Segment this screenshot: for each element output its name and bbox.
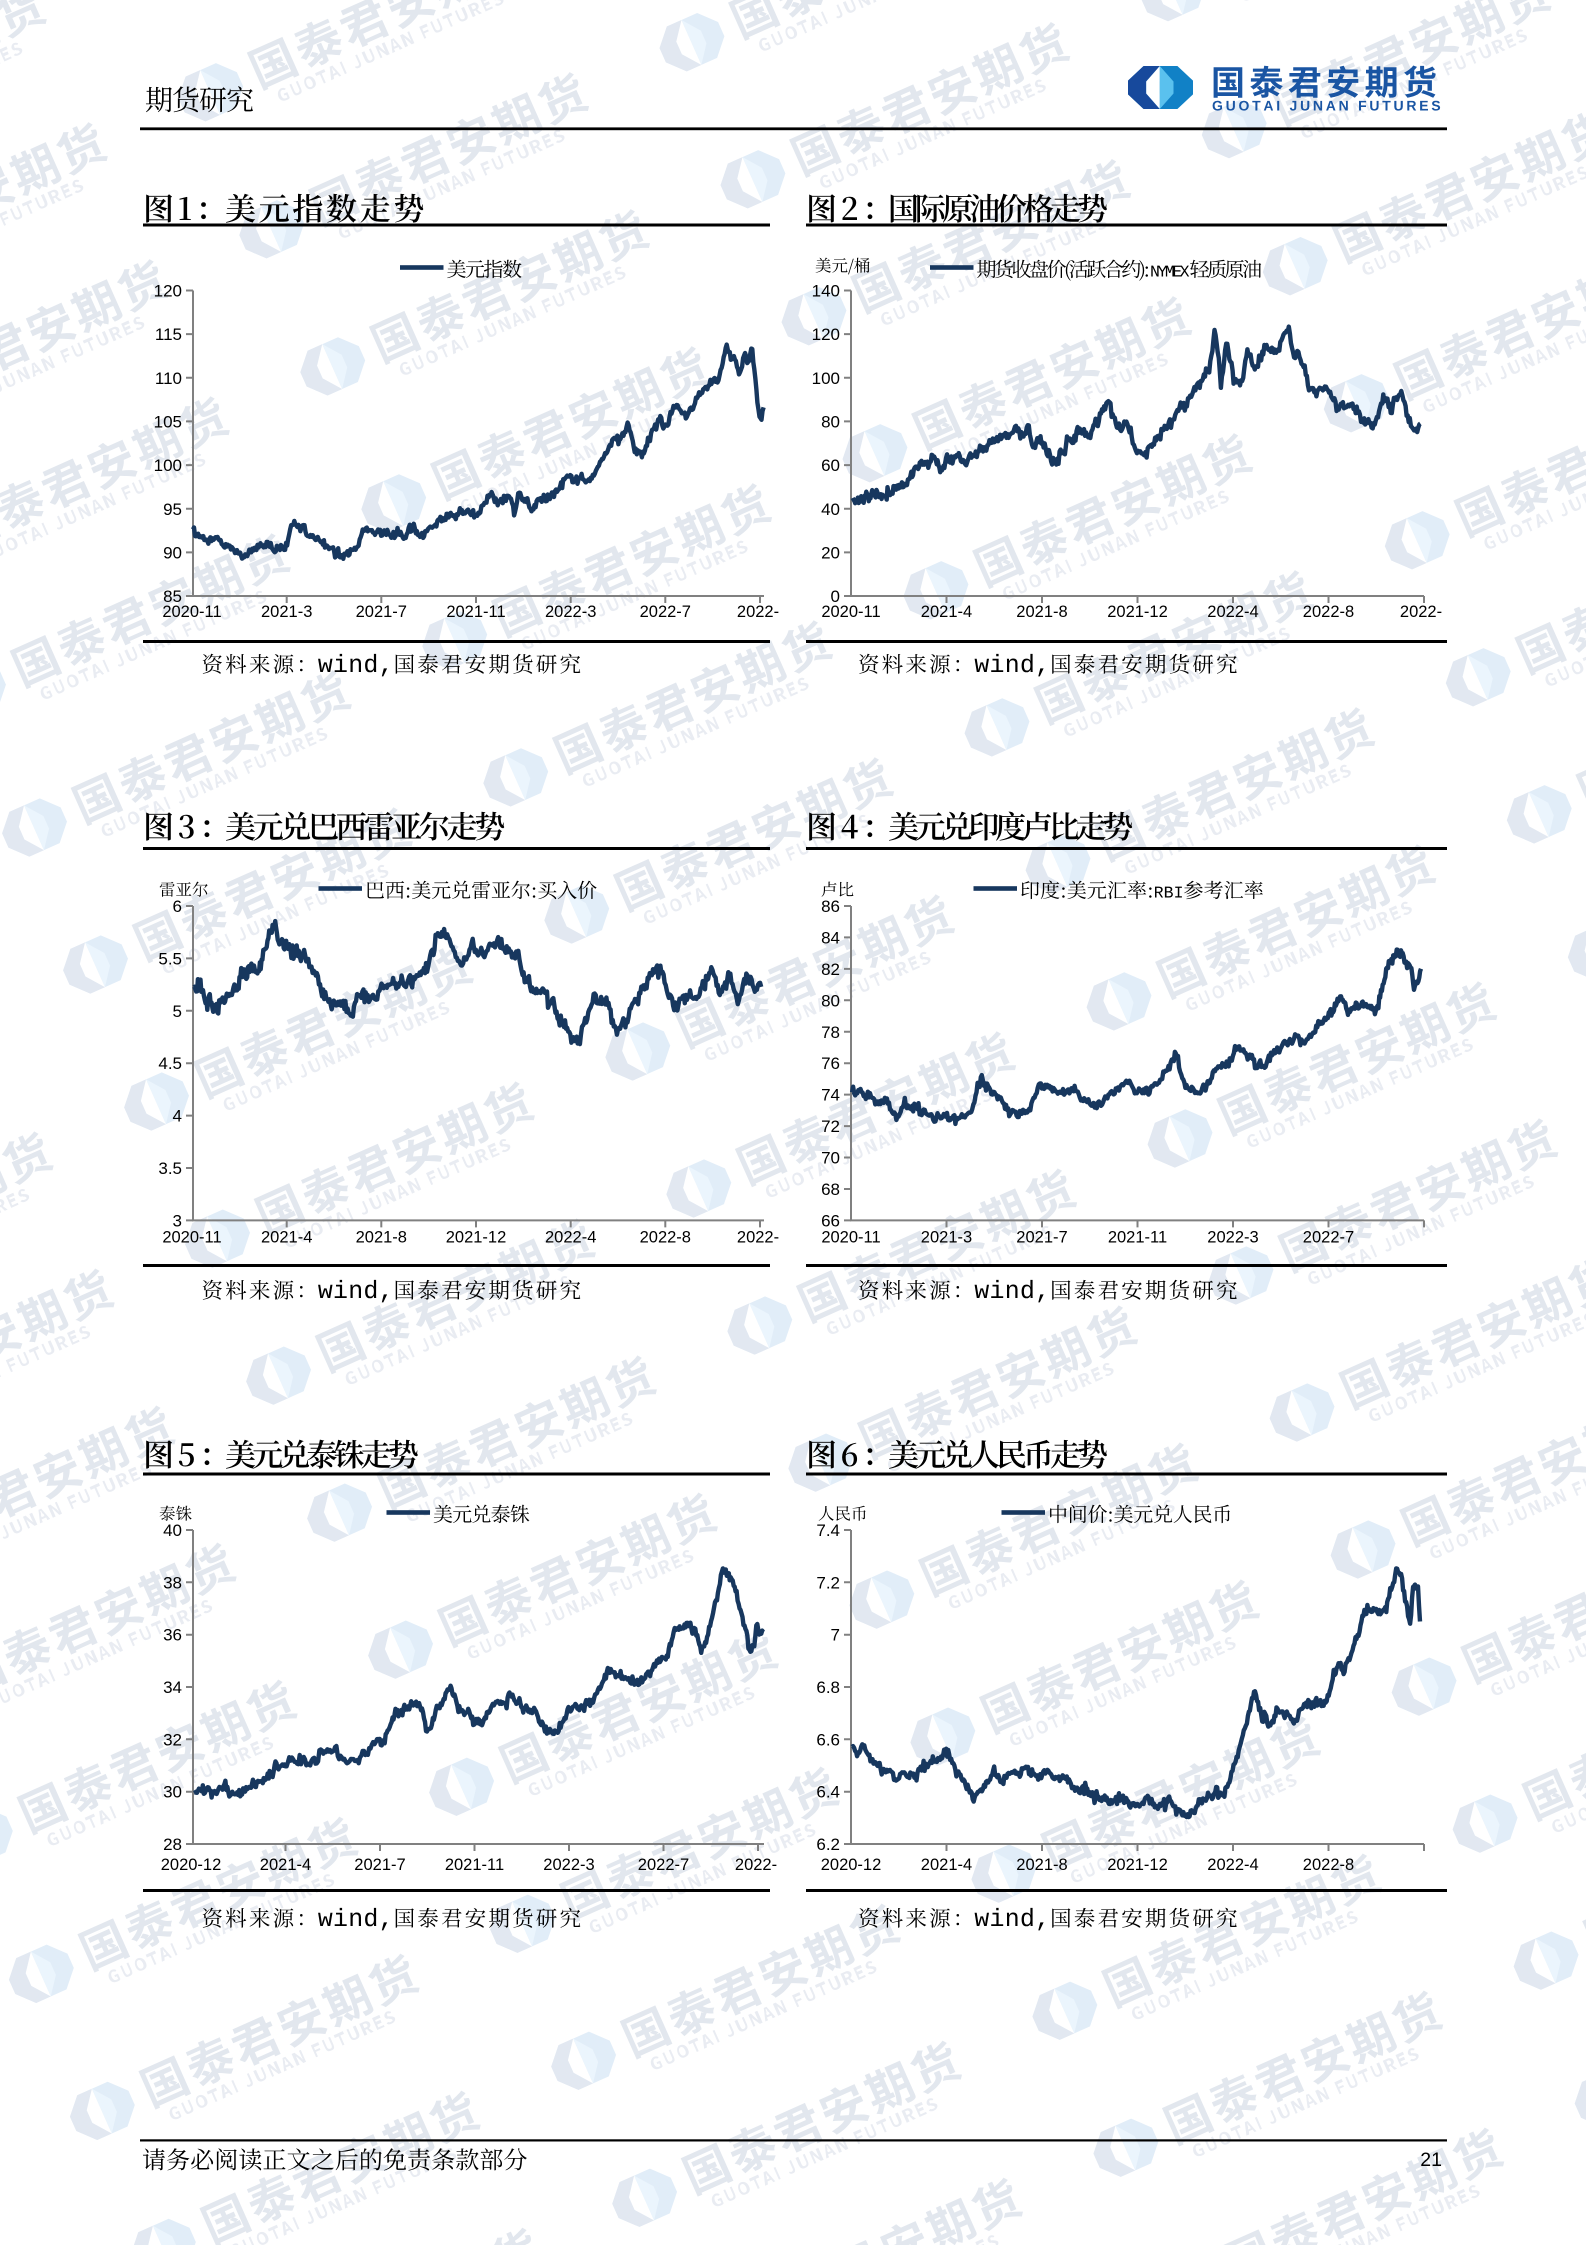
svg-text:2020-11: 2020-11 — [821, 603, 880, 621]
svg-text:2021-4: 2021-4 — [921, 603, 972, 621]
svg-text:2021-4: 2021-4 — [260, 1856, 311, 1874]
svg-text:2021-7: 2021-7 — [354, 1856, 405, 1874]
svg-text:7: 7 — [831, 1626, 840, 1645]
svg-text:6.8: 6.8 — [816, 1678, 840, 1697]
svg-text:2021-8: 2021-8 — [356, 1229, 407, 1247]
svg-text:40: 40 — [163, 1521, 182, 1540]
svg-text:2021-12: 2021-12 — [1107, 603, 1168, 621]
svg-text:72: 72 — [821, 1117, 840, 1136]
svg-text:2021-8: 2021-8 — [1016, 603, 1067, 621]
svg-text:2021-11: 2021-11 — [1108, 1229, 1167, 1247]
svg-text:2022-7: 2022-7 — [638, 1856, 689, 1874]
svg-text:2021-7: 2021-7 — [1016, 1229, 1067, 1247]
svg-text:2022-4: 2022-4 — [1207, 1856, 1258, 1874]
svg-text:2021-3: 2021-3 — [921, 1229, 972, 1247]
svg-text:38: 38 — [163, 1573, 182, 1592]
svg-text:2022-: 2022- — [1400, 603, 1442, 621]
svg-text:32: 32 — [163, 1730, 182, 1749]
svg-text:2022-3: 2022-3 — [543, 1856, 594, 1874]
svg-text:2022-8: 2022-8 — [1303, 1856, 1354, 1874]
svg-text:3.5: 3.5 — [158, 1159, 182, 1178]
svg-text:7.2: 7.2 — [816, 1573, 840, 1592]
svg-text:30: 30 — [163, 1783, 182, 1802]
svg-text:20: 20 — [821, 543, 840, 562]
svg-text:80: 80 — [821, 412, 840, 431]
svg-text:68: 68 — [821, 1180, 840, 1199]
svg-text:80: 80 — [821, 991, 840, 1010]
svg-text:2022-8: 2022-8 — [640, 1229, 691, 1247]
svg-text:85: 85 — [163, 587, 182, 606]
svg-text:2021-8: 2021-8 — [1016, 1856, 1067, 1874]
svg-text:2021-12: 2021-12 — [446, 1229, 507, 1247]
svg-text:110: 110 — [155, 369, 182, 388]
svg-text:115: 115 — [155, 325, 182, 344]
svg-text:2022-3: 2022-3 — [1207, 1229, 1258, 1247]
svg-text:6: 6 — [173, 897, 182, 916]
svg-text:28: 28 — [163, 1835, 182, 1854]
svg-text:2021-4: 2021-4 — [921, 1856, 972, 1874]
svg-text:2022-8: 2022-8 — [1303, 603, 1354, 621]
svg-text:2021-12: 2021-12 — [1107, 1856, 1168, 1874]
svg-text:78: 78 — [821, 1023, 840, 1042]
svg-text:2021-4: 2021-4 — [261, 1229, 312, 1247]
svg-text:84: 84 — [821, 928, 840, 947]
svg-text:2022-3: 2022-3 — [545, 603, 596, 621]
svg-text:82: 82 — [821, 960, 840, 979]
svg-text:76: 76 — [821, 1054, 840, 1073]
svg-text:2020-11: 2020-11 — [162, 603, 221, 621]
svg-text:2022-: 2022- — [737, 603, 779, 621]
svg-text:36: 36 — [163, 1626, 182, 1645]
svg-text:66: 66 — [821, 1211, 840, 1230]
svg-text:120: 120 — [154, 282, 182, 301]
svg-text:2020-12: 2020-12 — [821, 1856, 882, 1874]
svg-text:70: 70 — [821, 1149, 840, 1168]
svg-text:2021-11: 2021-11 — [445, 1856, 504, 1874]
svg-text:6.4: 6.4 — [816, 1783, 840, 1802]
svg-text:86: 86 — [821, 897, 840, 916]
svg-text:2022-4: 2022-4 — [545, 1229, 596, 1247]
svg-text:5: 5 — [173, 1002, 182, 1021]
svg-text:2021-3: 2021-3 — [261, 603, 312, 621]
svg-text:2022-7: 2022-7 — [1303, 1229, 1354, 1247]
svg-text:2022-: 2022- — [735, 1856, 777, 1874]
svg-text:2021-7: 2021-7 — [356, 603, 407, 621]
svg-text:95: 95 — [163, 500, 182, 519]
svg-text:74: 74 — [821, 1086, 840, 1105]
svg-text:2020-11: 2020-11 — [821, 1229, 880, 1247]
svg-text:5.5: 5.5 — [158, 949, 182, 968]
svg-text:6.6: 6.6 — [816, 1730, 840, 1749]
svg-text:4.5: 4.5 — [158, 1054, 182, 1073]
svg-text:40: 40 — [821, 500, 840, 519]
svg-text:2022-: 2022- — [737, 1229, 779, 1247]
svg-text:34: 34 — [163, 1678, 182, 1697]
svg-text:2020-12: 2020-12 — [161, 1856, 222, 1874]
svg-text:100: 100 — [812, 369, 840, 388]
svg-text:4: 4 — [173, 1107, 182, 1126]
svg-text:2022-7: 2022-7 — [640, 603, 691, 621]
svg-text:105: 105 — [154, 412, 182, 431]
svg-text:0: 0 — [831, 587, 840, 606]
svg-text:120: 120 — [812, 325, 840, 344]
svg-text:60: 60 — [821, 456, 840, 475]
svg-text:2021-11: 2021-11 — [446, 603, 505, 621]
svg-text:140: 140 — [812, 282, 840, 301]
svg-text:3: 3 — [173, 1211, 182, 1230]
svg-text:90: 90 — [163, 543, 182, 562]
svg-text:21: 21 — [1420, 2149, 1442, 2171]
svg-text:6.2: 6.2 — [816, 1835, 840, 1854]
svg-text:2020-11: 2020-11 — [162, 1229, 221, 1247]
svg-text:2022-4: 2022-4 — [1207, 603, 1258, 621]
svg-text:7.4: 7.4 — [816, 1521, 840, 1540]
svg-text:100: 100 — [154, 456, 182, 475]
